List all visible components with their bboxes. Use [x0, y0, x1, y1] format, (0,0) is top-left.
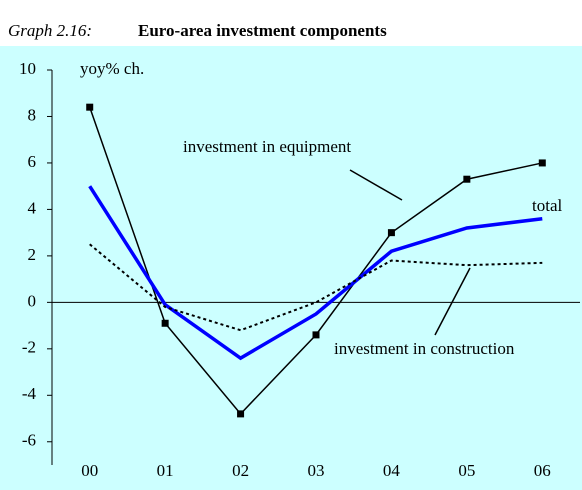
x-tick-label: 00 [81, 461, 98, 480]
y-tick-label: 4 [28, 198, 37, 217]
y-tick-label: 2 [28, 245, 37, 264]
x-tick-label: 03 [308, 461, 325, 480]
x-tick-label: 04 [383, 461, 401, 480]
point-marker [161, 319, 169, 327]
point-marker [463, 175, 471, 183]
series-line [89, 243, 543, 332]
point-marker [237, 410, 245, 418]
y-tick-label: 10 [19, 59, 36, 78]
y-tick-label: -6 [22, 431, 36, 450]
title-prefix: Graph 2.16: [8, 21, 92, 40]
x-tick-label: 01 [157, 461, 174, 480]
y-tick-label: -2 [22, 338, 36, 357]
series-label: total [532, 196, 562, 215]
title-band [0, 0, 582, 46]
leader-line [434, 267, 471, 336]
x-tick-label: 02 [232, 461, 249, 480]
x-tick-label: 05 [458, 461, 475, 480]
y-axis-label: yoy% ch. [80, 59, 144, 78]
y-tick-label: 8 [28, 105, 37, 124]
point-marker [86, 103, 94, 111]
x-tick-label: 06 [534, 461, 551, 480]
point-marker [538, 159, 546, 167]
leader-line [349, 169, 403, 201]
y-tick-label: 0 [28, 291, 37, 310]
point-marker [387, 229, 395, 237]
series-line [88, 185, 543, 361]
y-tick-label: -4 [22, 384, 37, 403]
y-tick-label: 6 [28, 152, 37, 171]
chart-title: Euro-area investment components [138, 21, 387, 40]
point-marker [312, 331, 320, 339]
series-label: investment in equipment [183, 137, 351, 156]
series-label: investment in construction [334, 339, 515, 358]
